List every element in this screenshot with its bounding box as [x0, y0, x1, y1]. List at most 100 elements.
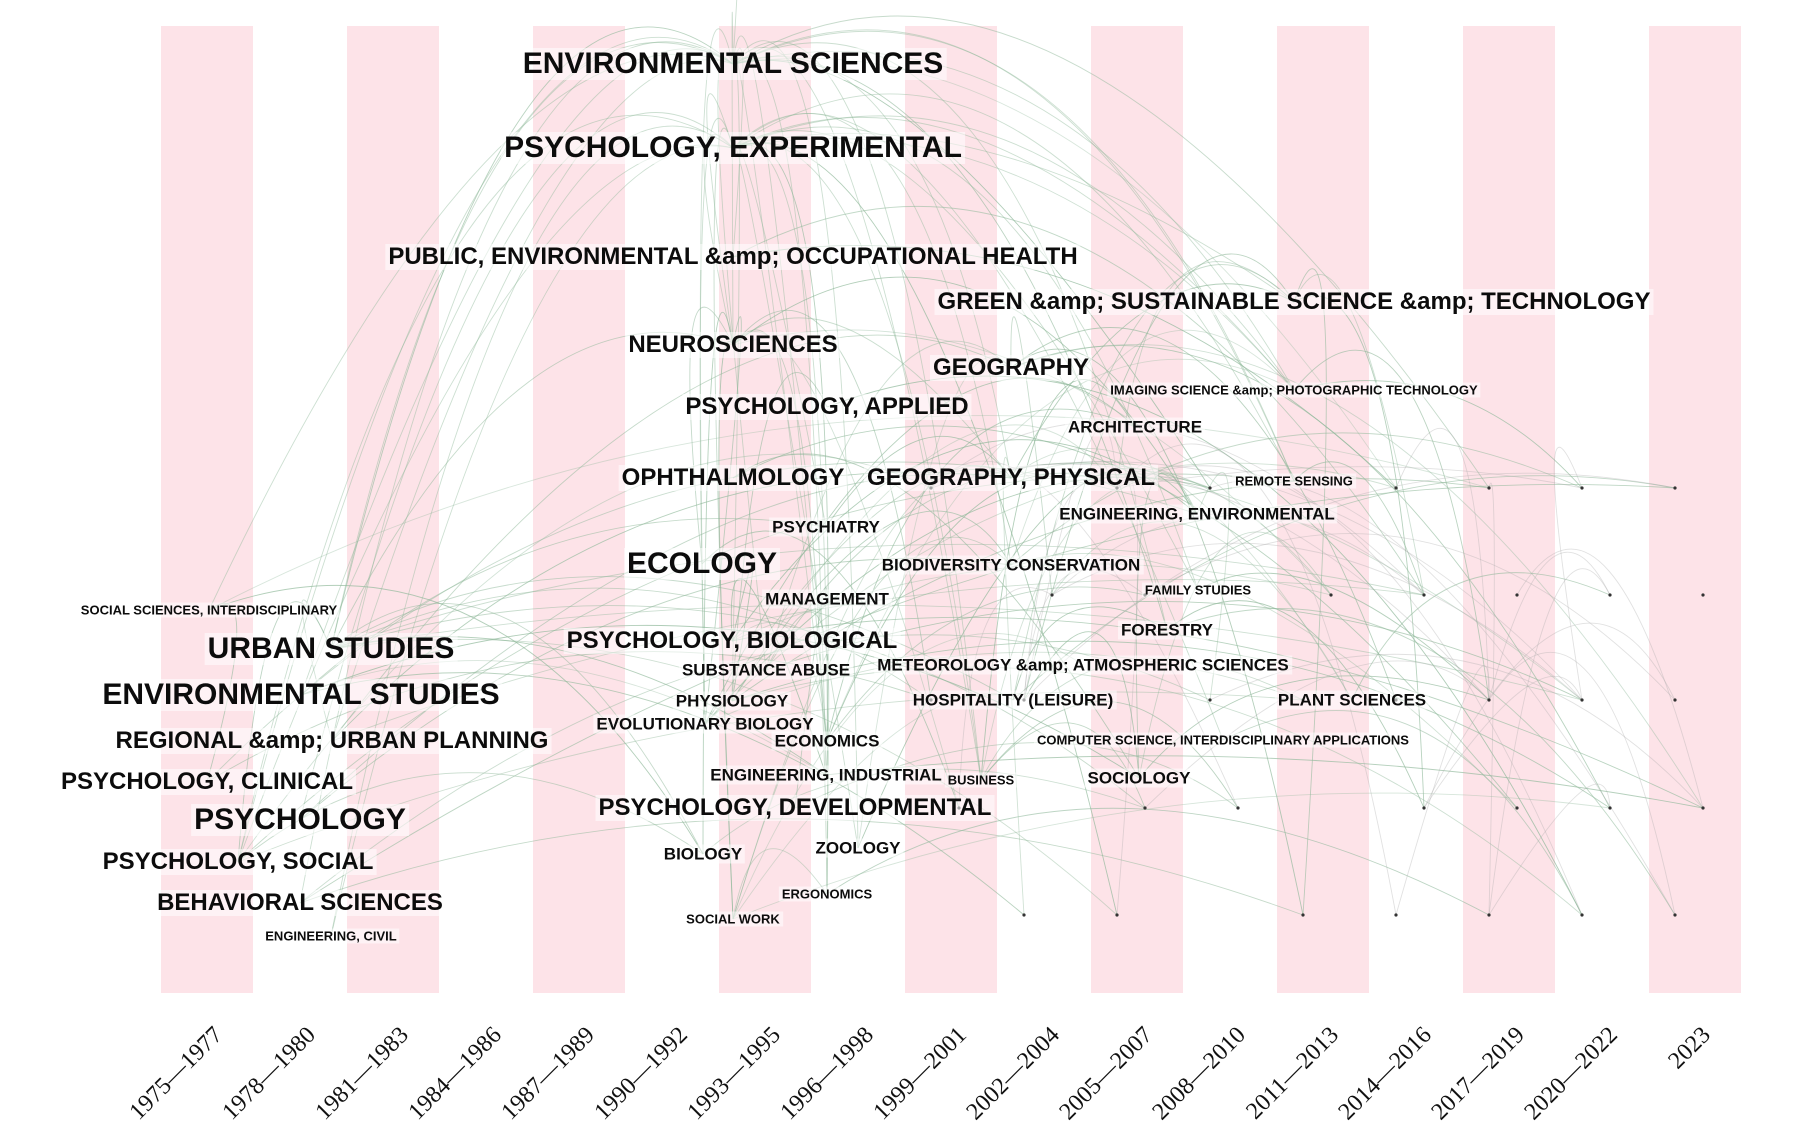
node-dot	[1208, 486, 1212, 490]
category-label: SOCIAL WORK	[683, 911, 783, 927]
category-label: PSYCHOLOGY, DEVELOPMENTAL	[595, 795, 995, 821]
category-label: PLANT SCIENCES	[1274, 690, 1430, 710]
category-label: ARCHITECTURE	[1064, 417, 1206, 437]
link-curve	[732, 30, 1295, 482]
link-curve	[732, 93, 1295, 482]
link-curve	[731, 666, 1583, 916]
link-curve	[1012, 264, 1295, 701]
link-curve	[1010, 345, 1611, 809]
category-label: IMAGING SCIENCE &amp; PHOTOGRAPHIC TECHN…	[1107, 382, 1481, 398]
period-band	[1463, 26, 1555, 993]
link-curve	[1166, 608, 1676, 916]
link-curve	[1351, 572, 1611, 701]
category-label: SOCIAL SCIENCES, INTERDISCIPLINARY	[77, 602, 341, 618]
link-curve	[1138, 531, 1332, 779]
category-label: SUBSTANCE ABUSE	[678, 660, 854, 680]
node-dot	[1143, 806, 1147, 810]
node-dot	[1422, 806, 1426, 810]
link-curve	[1010, 432, 1583, 566]
category-label: PSYCHOLOGY	[191, 804, 409, 836]
link-curve	[980, 476, 1211, 781]
link-curve	[1488, 551, 1611, 701]
link-curve	[1023, 426, 1118, 701]
link-curve	[732, 126, 1199, 591]
link-curve	[699, 117, 734, 725]
node-dot	[1608, 593, 1612, 597]
link-curve	[330, 26, 734, 650]
node-dot	[1301, 913, 1305, 917]
link-curve	[1553, 446, 1583, 701]
category-label: PSYCHOLOGY, CLINICAL	[57, 769, 357, 795]
link-curve	[1116, 465, 1583, 916]
link-curve	[1144, 533, 1676, 701]
link-curve	[1051, 521, 1353, 701]
node-dot	[1208, 698, 1212, 702]
category-label: ENVIRONMENTAL STUDIES	[99, 679, 503, 711]
node-dot	[1487, 913, 1491, 917]
category-label: FAMILY STUDIES	[1141, 582, 1255, 598]
link-curve	[331, 334, 1012, 742]
link-curve	[1488, 568, 1611, 916]
category-label: BEHAVIORAL SCIENCES	[154, 890, 446, 916]
link-curve	[732, 113, 1012, 566]
category-label: ECONOMICS	[771, 731, 883, 751]
link-curve	[732, 112, 1224, 741]
category-label: URBAN STUDIES	[204, 633, 458, 665]
link-curve	[825, 435, 1012, 528]
node-dot	[1673, 698, 1677, 702]
period-band	[719, 26, 811, 993]
link-curve	[732, 29, 1295, 482]
link-curve	[237, 36, 734, 863]
link-curve	[330, 603, 704, 855]
link-curve	[330, 605, 1146, 809]
link-curve	[1488, 783, 1611, 916]
category-label: EVOLUTIONARY BIOLOGY	[593, 714, 817, 734]
link-curve	[765, 340, 1012, 671]
node-dot	[1487, 698, 1491, 702]
link-curve	[958, 587, 1053, 809]
node-dot	[1050, 593, 1054, 597]
link-curve	[1209, 653, 1704, 809]
link-curve	[731, 12, 734, 346]
link-curve	[825, 755, 1704, 809]
link-curve	[1196, 471, 1230, 701]
node-dot	[1487, 486, 1491, 490]
category-label: ZOOLOGY	[812, 838, 904, 858]
link-curve	[826, 375, 1583, 916]
link-curve	[732, 42, 1168, 631]
link-curve	[208, 584, 704, 855]
category-label: PSYCHOLOGY, EXPERIMENTAL	[501, 132, 965, 164]
node-dot	[1115, 913, 1119, 917]
link-curve	[1488, 652, 1676, 916]
link-curve	[237, 114, 734, 863]
node-dot	[1329, 593, 1333, 597]
link-curve	[1423, 675, 1583, 809]
link-curve	[826, 586, 1146, 742]
link-curve	[1144, 660, 1490, 809]
link-curve	[732, 425, 1518, 809]
category-label: GEOGRAPHY, PHYSICAL	[863, 465, 1159, 491]
category-label: PSYCHOLOGY, APPLIED	[682, 394, 972, 420]
node-dot	[1580, 698, 1584, 702]
category-label: ENGINEERING, CIVIL	[262, 928, 400, 944]
node-dot	[1515, 806, 1519, 810]
link-curve	[208, 415, 1490, 611]
category-label: ENGINEERING, INDUSTRIAL	[707, 765, 945, 785]
link-curve	[330, 543, 1425, 650]
category-label: BUSINESS	[944, 772, 1018, 788]
category-label: PUBLIC, ENVIRONMENTAL &amp; OCCUPATIONAL…	[385, 244, 1081, 270]
node-dot	[1394, 486, 1398, 490]
category-label: PSYCHOLOGY, BIOLOGICAL	[563, 628, 901, 654]
category-label: PHYSIOLOGY	[672, 691, 792, 711]
category-label: OPHTHALMOLOGY	[618, 465, 848, 491]
node-dot	[1701, 593, 1705, 597]
node-dot	[1394, 913, 1398, 917]
category-label: ECOLOGY	[623, 548, 781, 580]
link-curve	[1222, 710, 1583, 916]
period-band	[905, 26, 997, 993]
node-dot	[1608, 806, 1612, 810]
link-curve	[731, 640, 1611, 809]
category-label: BIOLOGY	[660, 844, 746, 864]
node-dot	[1236, 806, 1240, 810]
link-curve	[732, 0, 738, 65]
